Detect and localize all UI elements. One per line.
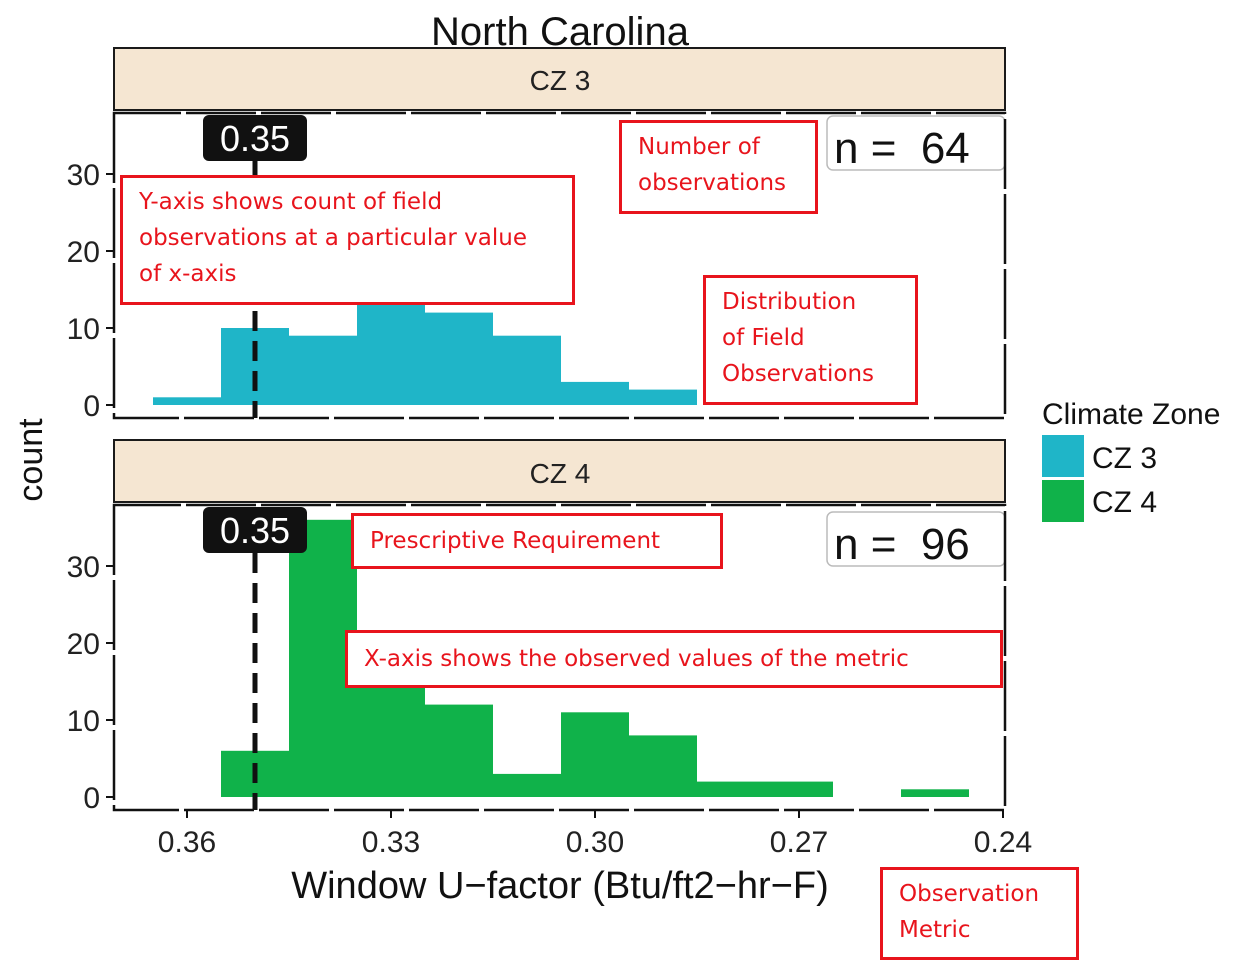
x-axis-ticks: 0.36 0.33 0.30 0.27 0.24 bbox=[158, 810, 1032, 859]
annotation-metric-line-1: Observation bbox=[899, 881, 1040, 907]
y-tick-label-cz4-20: 20 bbox=[67, 628, 100, 661]
requirement-label-box-cz4 bbox=[203, 507, 307, 553]
annotation-distribution-line-1: Distribution bbox=[722, 289, 857, 315]
bar-cz4-9 bbox=[901, 789, 969, 797]
y-tick-label-cz3-20: 20 bbox=[67, 236, 100, 269]
x-tick-label-2: 0.30 bbox=[566, 826, 624, 859]
bar-cz3-1 bbox=[221, 328, 289, 405]
y-tick-label-cz3-10: 10 bbox=[67, 313, 100, 346]
y-axis-label: count bbox=[12, 418, 50, 502]
bar-cz4-8 bbox=[765, 781, 833, 797]
bar-cz3-2 bbox=[289, 335, 357, 405]
annotation-y-axis: Y-axis shows count of field observations… bbox=[120, 175, 575, 305]
bar-cz4-5 bbox=[561, 712, 629, 797]
requirement-label-box-cz3 bbox=[203, 115, 307, 161]
annotation-nobs-line-1: Number of bbox=[638, 134, 760, 160]
y-ticks-cz4: 0 10 20 30 bbox=[67, 551, 114, 815]
legend: Climate Zone CZ 3 CZ 4 bbox=[1042, 398, 1220, 522]
annotation-observation-metric: Observation Metric bbox=[880, 867, 1079, 960]
bar-cz4-7 bbox=[697, 781, 765, 797]
bar-cz3-6 bbox=[561, 381, 629, 405]
strip-label-cz3: CZ 3 bbox=[530, 65, 591, 96]
y-tick-label-cz3-30: 30 bbox=[67, 159, 100, 192]
legend-label-cz4: CZ 4 bbox=[1092, 486, 1157, 519]
legend-label-cz3: CZ 3 bbox=[1092, 442, 1157, 475]
n-label-cz3: n = 64 bbox=[834, 124, 970, 173]
bar-cz3-4 bbox=[425, 312, 493, 405]
y-tick-label-cz3-0: 0 bbox=[83, 390, 100, 423]
annotation-distribution: Distribution of Field Observations bbox=[703, 275, 918, 405]
annotation-y-axis-line-3: of x-axis bbox=[139, 261, 237, 287]
bar-cz4-3 bbox=[425, 704, 493, 797]
annotation-y-axis-line-2: observations at a particular value bbox=[139, 225, 528, 251]
annotation-x-axis-line-1: X-axis shows the observed values of the … bbox=[364, 646, 909, 672]
n-label-cz4: n = 96 bbox=[834, 520, 970, 569]
chart-title: North Carolina bbox=[431, 10, 690, 54]
bar-cz3-7 bbox=[629, 389, 697, 405]
panel-cz3: CZ 3 0.35 n = 64 0 10 20 30 bbox=[67, 47, 1007, 423]
annotation-distribution-line-2: of Field bbox=[722, 325, 805, 351]
annotation-metric-line-2: Metric bbox=[899, 917, 971, 943]
y-tick-label-cz4-0: 0 bbox=[83, 782, 100, 815]
bar-cz4-4 bbox=[493, 773, 561, 797]
axis-border-cz3 bbox=[112, 111, 1007, 420]
x-axis-label: Window U−factor (Btu/ft2−hr−F) bbox=[291, 865, 828, 907]
annotation-number-of-observations: Number of observations bbox=[619, 120, 818, 214]
requirement-label-cz3: 0.35 bbox=[220, 118, 290, 159]
strip-cz3 bbox=[113, 47, 1006, 111]
bars-cz4 bbox=[221, 519, 969, 797]
legend-swatch-cz4 bbox=[1042, 480, 1084, 522]
annotation-distribution-line-3: Observations bbox=[722, 361, 875, 387]
x-tick-label-1: 0.33 bbox=[362, 826, 420, 859]
panel-cz4: CZ 4 0.35 n = 96 0 10 20 30 bbox=[67, 439, 1007, 815]
annotation-y-axis-line-1: Y-axis shows count of field bbox=[139, 189, 443, 215]
strip-cz4 bbox=[113, 439, 1006, 503]
x-tick-label-3: 0.27 bbox=[770, 826, 828, 859]
legend-title: Climate Zone bbox=[1042, 398, 1220, 431]
annotation-x-axis: X-axis shows the observed values of the … bbox=[345, 630, 1003, 688]
bar-cz3-0 bbox=[153, 397, 221, 405]
legend-swatch-cz3 bbox=[1042, 435, 1084, 477]
bar-cz3-5 bbox=[493, 335, 561, 405]
x-tick-label-4: 0.24 bbox=[974, 826, 1032, 859]
annotation-requirement-line-1: Prescriptive Requirement bbox=[370, 528, 661, 554]
strip-label-cz4: CZ 4 bbox=[530, 458, 591, 489]
x-tick-label-0: 0.36 bbox=[158, 826, 216, 859]
annotation-nobs-line-2: observations bbox=[638, 170, 787, 196]
y-ticks-cz3: 0 10 20 30 bbox=[67, 159, 114, 423]
annotation-prescriptive-requirement: Prescriptive Requirement bbox=[351, 513, 723, 569]
requirement-label-cz4: 0.35 bbox=[220, 510, 290, 551]
bar-cz4-6 bbox=[629, 735, 697, 797]
bars-cz3 bbox=[153, 266, 697, 405]
y-tick-label-cz4-10: 10 bbox=[67, 705, 100, 738]
axis-border-cz4 bbox=[112, 503, 1007, 812]
y-tick-label-cz4-30: 30 bbox=[67, 551, 100, 584]
bar-cz4-2 bbox=[357, 681, 425, 797]
